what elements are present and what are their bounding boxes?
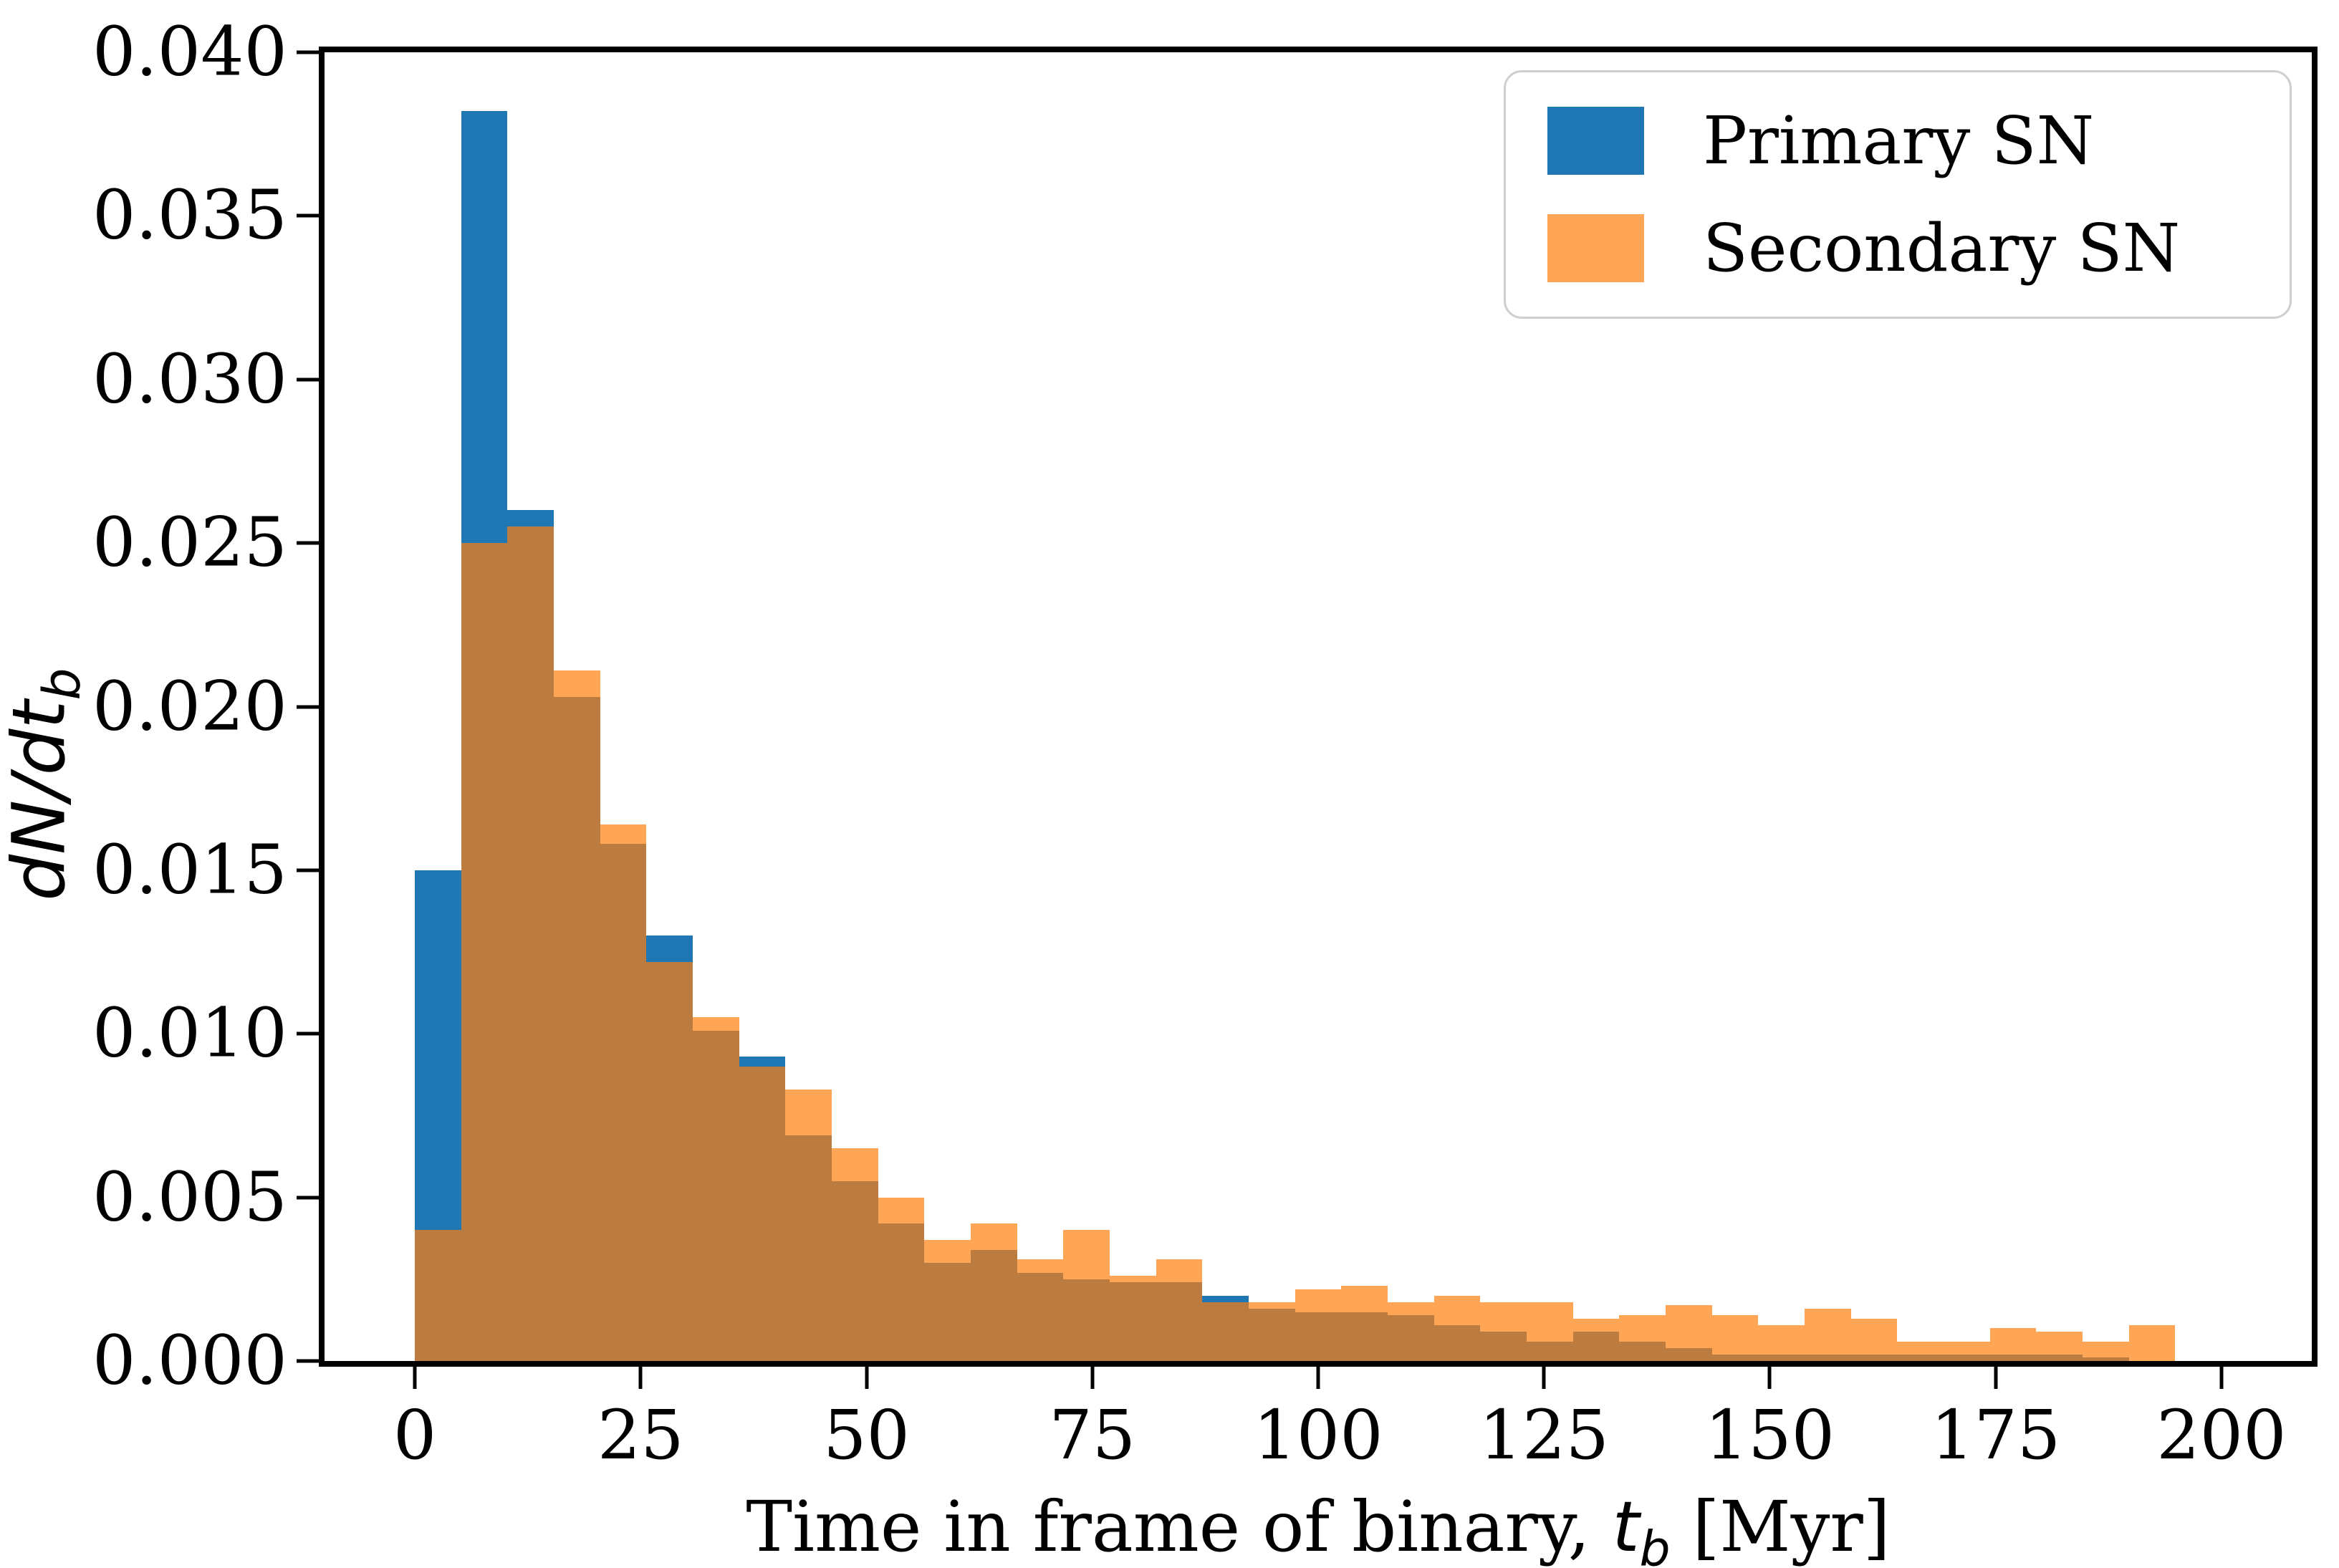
x-tick-mark: [413, 1367, 417, 1389]
y-tick-label: 0.005: [92, 1158, 287, 1237]
plot-area: 0 25 50 75 100 125 150 175 200 0.000 0.005 0.010 0.…: [92, 18, 2318, 1568]
bar-secondary: [1897, 1341, 1944, 1361]
y-tick-mark: [297, 1196, 319, 1200]
bar-secondary: [646, 961, 693, 1361]
bar-secondary: [600, 824, 647, 1361]
bar-secondary: [1758, 1324, 1805, 1361]
legend-swatch-secondary: [1547, 214, 1644, 282]
y-tick-mark: [297, 705, 319, 708]
x-tick-label: 100: [1253, 1396, 1383, 1475]
x-axis-label: Time in frame of binary, tb [Myr]: [325, 1486, 2312, 1568]
bar-secondary: [461, 543, 508, 1361]
legend: Primary SN Secondary SN: [1504, 70, 2292, 319]
y-tick-label: 0.025: [92, 503, 287, 582]
y-axis-label: dN/dtb: [0, 491, 92, 1078]
bar-secondary: [924, 1240, 971, 1361]
bar-secondary: [1341, 1285, 1388, 1361]
x-tick-mark: [2219, 1367, 2224, 1389]
y-tick-label: 0.040: [92, 12, 287, 92]
x-tick-mark: [1767, 1367, 1772, 1389]
legend-item-secondary: Secondary SN: [1547, 214, 2275, 282]
bar-secondary: [971, 1223, 1017, 1361]
histogram-bars-layer: [325, 52, 2312, 1361]
y-tick-label: 0.030: [92, 340, 287, 419]
y-tick-label: 0.035: [92, 175, 287, 255]
x-tick-label: 25: [597, 1396, 684, 1475]
x-tick-label: 150: [1704, 1396, 1835, 1475]
y-tick-label: 0.020: [92, 667, 287, 746]
bar-secondary: [1109, 1276, 1156, 1361]
bar-secondary: [2128, 1324, 2176, 1361]
x-tick-mark: [638, 1367, 643, 1389]
x-tick-label: 175: [1931, 1396, 2061, 1475]
y-tick-label: 0.010: [92, 994, 287, 1073]
x-axis-label-units: [Myr]: [1670, 1486, 1891, 1567]
x-tick-mark: [1542, 1367, 1546, 1389]
bar-secondary: [1063, 1230, 1110, 1361]
bar-secondary: [785, 1089, 832, 1361]
bar-secondary: [1850, 1318, 1898, 1361]
bar-secondary: [1804, 1308, 1851, 1361]
y-axis-label-subscript: b: [32, 667, 92, 701]
bar-secondary: [1619, 1315, 1666, 1361]
x-tick-label: 0: [393, 1396, 437, 1475]
x-tick-label: 200: [2156, 1396, 2287, 1475]
y-tick-mark: [297, 50, 319, 54]
bar-secondary: [1480, 1302, 1527, 1361]
legend-label-secondary: Secondary SN: [1703, 209, 2181, 287]
bar-secondary: [415, 1230, 461, 1361]
bar-secondary: [2082, 1341, 2129, 1361]
y-tick-mark: [297, 213, 319, 218]
x-tick-label: 125: [1479, 1396, 1609, 1475]
bar-secondary: [1711, 1315, 1759, 1361]
bar-secondary: [1156, 1259, 1203, 1361]
x-tick-label: 75: [1049, 1396, 1136, 1475]
y-tick-mark: [297, 1359, 319, 1363]
legend-label-primary: Primary SN: [1703, 102, 2095, 179]
y-tick-mark: [297, 541, 319, 545]
x-axis-label-text: Time in frame of binary,: [746, 1486, 1613, 1567]
y-tick-label: 0.015: [92, 830, 287, 910]
x-tick-mark: [1994, 1367, 1998, 1389]
bar-secondary: [1387, 1302, 1434, 1361]
bar-secondary: [1527, 1302, 1573, 1361]
y-tick-mark: [297, 868, 319, 872]
y-tick-mark: [297, 377, 319, 382]
y-tick-mark: [297, 1031, 319, 1036]
bar-secondary: [507, 526, 554, 1361]
bar-secondary: [1989, 1328, 2037, 1361]
x-tick-mark: [1316, 1367, 1320, 1389]
bar-secondary: [1943, 1341, 1990, 1361]
bar-secondary: [1249, 1302, 1295, 1361]
legend-swatch-primary: [1547, 107, 1644, 175]
bar-secondary: [1295, 1289, 1342, 1361]
x-tick-mark: [865, 1367, 869, 1389]
bar-secondary: [739, 1066, 786, 1361]
y-axis-label-math: dN/dtb: [0, 667, 92, 901]
bar-secondary: [1665, 1305, 1712, 1361]
bar-secondary: [2036, 1331, 2083, 1361]
legend-item-primary: Primary SN: [1547, 107, 2275, 175]
y-tick-label: 0.000: [92, 1321, 287, 1400]
bar-secondary: [693, 1017, 739, 1361]
bar-secondary: [878, 1197, 925, 1361]
x-axis-label-subscript: b: [1639, 1521, 1671, 1568]
x-axis-label-variable: tb: [1612, 1486, 1671, 1568]
x-tick-mark: [1090, 1367, 1095, 1389]
bar-secondary: [832, 1148, 878, 1361]
bar-secondary: [554, 670, 600, 1361]
bar-secondary: [1433, 1295, 1481, 1361]
bar-secondary: [1572, 1318, 1620, 1361]
bar-secondary: [1017, 1259, 1064, 1361]
x-tick-label: 50: [823, 1396, 910, 1475]
bar-secondary: [1202, 1302, 1249, 1361]
